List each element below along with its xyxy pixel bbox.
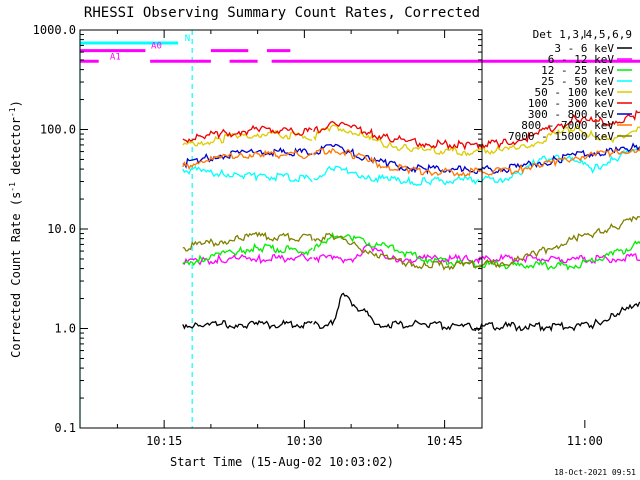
legend-label: 300 - 800 keV	[528, 108, 614, 121]
x-axis-label: Start Time (15-Aug-02 10:03:02)	[170, 455, 394, 469]
legend-label: 3 - 6 keV	[554, 42, 614, 55]
y-axis: 0.1 1.0 10.0 100.0 1000.0	[33, 23, 482, 435]
plot-area: N A0 A1	[79, 30, 640, 428]
legend-header: Det 1,3,4,5,6,9	[533, 28, 632, 41]
x-tick-label: 10:45	[427, 434, 463, 448]
y-axis-label-end: )	[9, 100, 23, 107]
legend-label: 6 - 12 keV	[548, 53, 615, 66]
legend-label: 100 - 300 keV	[528, 97, 614, 110]
x-tick-label: 10:30	[286, 434, 322, 448]
series-line-25-50keV	[182, 146, 640, 186]
series-line-6-12keV	[182, 244, 640, 266]
y-axis-label-sup1: -1	[8, 182, 17, 192]
series-line-800-7000keV	[182, 144, 640, 177]
legend-label: 12 - 25 keV	[541, 64, 614, 77]
series-line-100-300keV	[182, 109, 640, 151]
series-line-3-6keV	[182, 292, 640, 333]
y-axis-label: Corrected Count Rate (s-1 detector-1)	[8, 100, 23, 358]
legend-label: 800 - 7000 keV	[521, 119, 614, 132]
y-tick-label: 1000.0	[33, 23, 76, 37]
chart-title: RHESSI Observing Summary Count Rates, Co…	[84, 5, 480, 21]
legend-label: 7000 - 15000 keV	[508, 130, 614, 143]
attenuator-label-A0: A0	[151, 42, 162, 52]
y-axis-label-mid: detector	[9, 117, 23, 182]
y-tick-label: 1.0	[54, 322, 76, 336]
render-timestamp: 18-Oct-2021 09:51	[554, 468, 636, 477]
y-tick-label: 10.0	[47, 222, 76, 236]
series-line-7000-15000keV	[182, 215, 640, 271]
y-tick-label: 100.0	[40, 123, 76, 137]
x-tick-label: 11:00	[567, 434, 603, 448]
legend-label: 50 - 100 keV	[535, 86, 615, 99]
attenuator-label-N: N	[185, 34, 190, 44]
series-line-300-800keV	[182, 142, 640, 175]
y-axis-label-sup2: -1	[8, 107, 17, 117]
series-line-12-25keV	[182, 231, 640, 271]
attenuator-label-A1: A1	[110, 52, 121, 62]
x-tick-label: 10:15	[146, 434, 182, 448]
series-line-50-100keV	[182, 124, 640, 157]
y-tick-label: 0.1	[54, 421, 76, 435]
legend-label: 25 - 50 keV	[541, 75, 614, 88]
y-axis-label-main: Corrected Count Rate (s	[9, 192, 23, 358]
